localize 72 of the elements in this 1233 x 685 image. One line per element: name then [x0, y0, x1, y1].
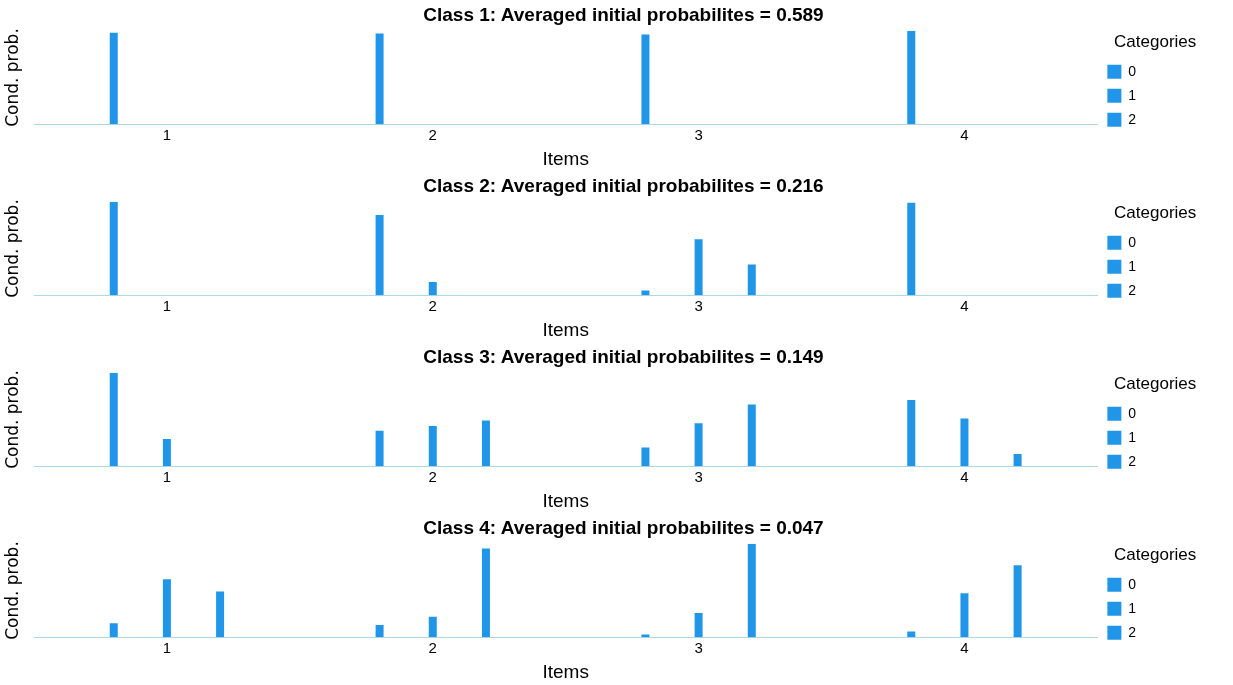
bar — [960, 593, 969, 638]
legend-label: 2 — [1128, 281, 1137, 298]
bar — [428, 616, 437, 638]
y-axis-title: Cond. prob. — [2, 541, 23, 640]
bar — [375, 214, 384, 296]
bar — [109, 201, 118, 296]
x-tick-label: 2 — [428, 297, 437, 315]
x-tick-label: 1 — [162, 297, 172, 315]
bar — [960, 418, 969, 467]
bar — [747, 404, 756, 467]
y-axis-title: Cond. prob. — [2, 28, 23, 127]
legend-label: 1 — [1128, 86, 1137, 103]
x-tick-label: 1 — [162, 639, 172, 657]
x-axis-title: Items — [542, 147, 589, 169]
legend-label: 2 — [1128, 623, 1137, 640]
legend-label: 1 — [1128, 599, 1137, 616]
bar — [907, 202, 916, 296]
legend-title: Categories — [1114, 203, 1197, 223]
legend-label: 0 — [1128, 404, 1137, 421]
x-tick-label: 3 — [694, 468, 703, 486]
bar — [747, 264, 756, 296]
legend-label: 1 — [1128, 257, 1137, 274]
x-tick-label: 4 — [960, 297, 969, 315]
x-axis-title: Items — [542, 318, 589, 340]
bar — [694, 423, 703, 467]
chart-title: Class 1: Averaged initial probabilites = 0.589 — [423, 3, 824, 25]
y-axis-title: Cond. prob. — [2, 199, 23, 298]
bar — [641, 447, 650, 467]
x-tick-label: 2 — [428, 126, 437, 144]
legend-title: Categories — [1114, 545, 1197, 565]
bar — [162, 439, 171, 467]
bar — [375, 430, 384, 467]
x-tick-label: 4 — [960, 126, 969, 144]
chart-title: Class 4: Averaged initial probabilites = 0.047 — [423, 516, 824, 538]
chart-title: Class 2: Averaged initial probabilites = 0.216 — [423, 174, 824, 196]
x-tick-label: 4 — [960, 468, 969, 486]
x-axis-title: Items — [542, 489, 589, 511]
x-tick-label: 3 — [694, 297, 703, 315]
bar — [694, 612, 703, 638]
bar — [481, 420, 490, 467]
bar — [216, 591, 225, 638]
legend-label: 0 — [1128, 575, 1137, 592]
bar — [907, 399, 916, 467]
x-tick-label: 3 — [694, 639, 703, 657]
bar — [641, 634, 650, 638]
bar — [481, 548, 490, 638]
x-axis-title: Items — [542, 660, 589, 682]
x-tick-label: 2 — [428, 468, 437, 486]
legend-label: 0 — [1128, 62, 1137, 79]
x-tick-label: 1 — [162, 468, 172, 486]
bar — [747, 543, 756, 638]
x-tick-label: 1 — [162, 126, 172, 144]
bar — [1013, 454, 1022, 467]
x-tick-label: 4 — [960, 639, 969, 657]
x-tick-label: 3 — [694, 126, 703, 144]
bar — [428, 282, 437, 296]
y-axis-title: Cond. prob. — [2, 370, 23, 469]
bar — [162, 579, 171, 638]
legend-label: 1 — [1128, 428, 1137, 445]
legend-label: 2 — [1128, 110, 1137, 127]
bar — [109, 623, 118, 638]
x-tick-label: 2 — [428, 639, 437, 657]
legend-title: Categories — [1114, 32, 1197, 52]
legend-label: 0 — [1128, 233, 1137, 250]
legend-label: 2 — [1128, 452, 1137, 469]
bar — [1013, 565, 1022, 638]
legend-title: Categories — [1114, 374, 1197, 394]
chart-title: Class 3: Averaged initial probabilites = 0.149 — [423, 345, 824, 367]
bar — [375, 625, 384, 638]
bar — [109, 372, 118, 467]
bar — [694, 239, 703, 296]
bar — [428, 426, 437, 467]
